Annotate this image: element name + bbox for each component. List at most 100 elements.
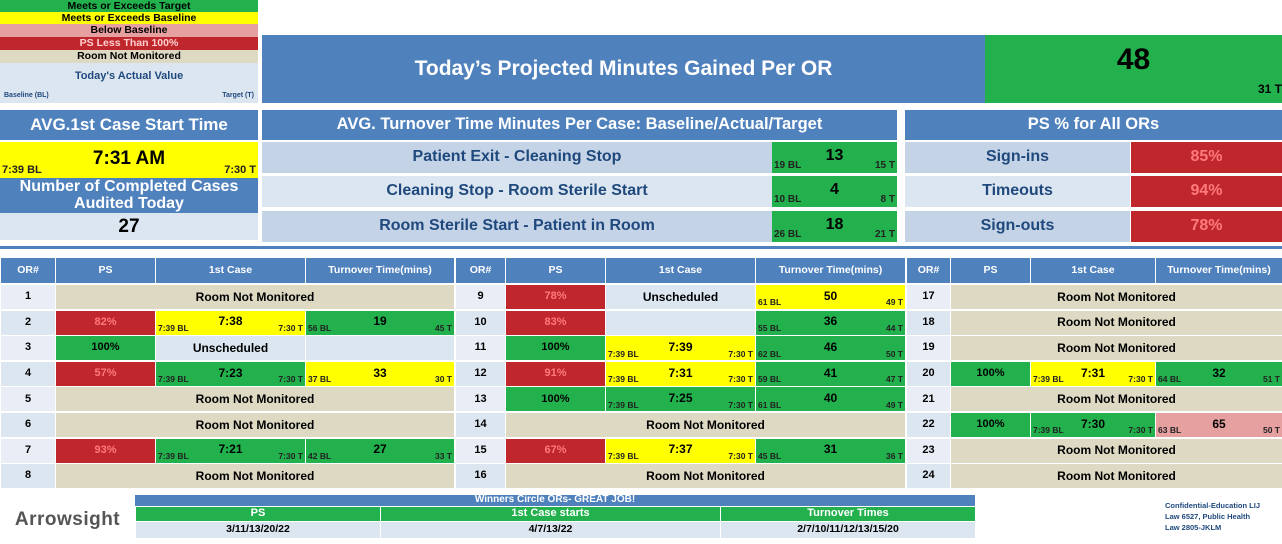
value: 4: [830, 181, 839, 199]
ps-label: Timeouts: [905, 176, 1130, 207]
winners-value: 3/11/13/20/22: [136, 522, 380, 538]
winners-value: 2/7/10/11/12/13/15/20: [721, 522, 975, 538]
banner-target: 31 T: [1257, 81, 1282, 96]
target: 7:30 T: [278, 374, 303, 385]
value: 7:39: [668, 339, 693, 354]
legend-actual-label: Today's Actual Value: [74, 70, 184, 83]
baseline: 19 BL: [774, 160, 802, 171]
ps-label: Sign-outs: [905, 211, 1130, 242]
or-number: 23: [907, 438, 950, 463]
value: 7:30: [1080, 416, 1106, 431]
ps-value: 85%: [1131, 142, 1282, 173]
baseline: 7:39 BL: [608, 451, 639, 461]
room-status: Room Not Monitored: [56, 285, 454, 310]
turnover-cell: 46 62 BL 50 T: [756, 336, 905, 361]
baseline: 55 BL: [758, 323, 782, 333]
baseline: 37 BL: [308, 374, 332, 385]
turnover-value: 4 10 BL 8 T: [772, 176, 897, 207]
legend-item: PS Less Than 100%: [0, 37, 258, 50]
legend-actual: Today's Actual Value Baseline (BL) Target …: [0, 63, 258, 103]
or-number: 13: [456, 387, 505, 412]
value: 13: [825, 147, 844, 165]
or-number: 15: [456, 438, 505, 463]
room-status: Room Not Monitored: [951, 285, 1282, 310]
or-number: 2: [1, 310, 55, 335]
target: 47 T: [885, 374, 903, 385]
or-number: 4: [1, 361, 55, 386]
turnover-cell: 40 61 BL 49 T: [756, 387, 905, 412]
value: 27: [373, 442, 387, 457]
turnover-cell: 33 37 BL 30 T: [306, 361, 454, 386]
or-number: 19: [907, 336, 950, 361]
winners-header: 1st Case starts: [381, 507, 720, 521]
ps-cell: 67%: [506, 438, 605, 463]
target: 7:30 T: [1128, 374, 1153, 385]
turnover-cell: 50 61 BL 49 T: [756, 285, 905, 310]
first-case-cell: Unscheduled: [156, 336, 305, 361]
baseline: 63 BL: [1158, 425, 1182, 436]
panel-title: Number of Completed Cases Audited Today: [0, 178, 258, 213]
banner-value: 48: [1116, 43, 1151, 77]
confidential-note: Law 2805-JKLM: [1165, 522, 1222, 532]
baseline: 26 BL: [774, 229, 802, 240]
table-header: Turnover Time(mins): [756, 258, 905, 283]
turnover-cell: 65 63 BL 50 T: [1156, 413, 1282, 438]
or-number: 5: [1, 387, 55, 412]
first-case-cell: Unscheduled: [606, 285, 755, 310]
separator: [0, 246, 1282, 249]
table-header: Turnover Time(mins): [306, 258, 454, 283]
ps-value: 78%: [1131, 211, 1282, 242]
room-status: Room Not Monitored: [951, 464, 1282, 489]
value: 7:23: [218, 365, 243, 380]
first-case-value: 7:31 AM 7:39 BL 7:30 T: [0, 142, 258, 178]
empty-cell: [306, 336, 454, 361]
value: 33: [373, 365, 387, 380]
ps-cell: 100%: [506, 387, 605, 412]
turnover-value: 13 19 BL 15 T: [772, 142, 897, 173]
baseline: 62 BL: [758, 348, 782, 359]
value: 46: [823, 339, 838, 354]
target: 45 T: [434, 323, 452, 333]
room-status: Room Not Monitored: [951, 387, 1282, 412]
baseline: 45 BL: [758, 451, 782, 461]
ps-cell: 78%: [506, 285, 605, 310]
target: 30 T: [434, 374, 452, 385]
room-status: Room Not Monitored: [56, 413, 454, 438]
room-status: Room Not Monitored: [951, 336, 1282, 361]
empty-cell: [606, 310, 755, 335]
winners-header: Turnover Times: [721, 507, 975, 521]
ps-label: Sign-ins: [905, 142, 1130, 173]
target: 50 T: [1262, 425, 1280, 436]
confidential-note: Confidential-Education LIJ: [1165, 500, 1260, 510]
ps-cell: 82%: [56, 310, 155, 335]
target: 36 T: [885, 451, 903, 461]
panel-title: AVG. Turnover Time Minutes Per Case: Bas…: [262, 110, 897, 140]
ps-cell: 100%: [951, 361, 1030, 386]
or-number: 7: [1, 438, 55, 463]
or-number: 16: [456, 464, 505, 489]
target: 44 T: [885, 323, 903, 333]
legend-item: Meets or Exceeds Baseline: [0, 12, 258, 25]
target: 7:30 T: [728, 399, 753, 410]
baseline: 56 BL: [308, 323, 332, 333]
target: 15 T: [874, 160, 895, 171]
target: 7:30 T: [728, 348, 753, 359]
legend-item: Below Baseline: [0, 24, 258, 37]
ps-cell: 100%: [951, 413, 1030, 438]
logo: Arrowsight: [14, 509, 121, 531]
table-header: OR#: [1, 258, 55, 283]
turnover-label: Cleaning Stop - Room Sterile Start: [262, 176, 772, 207]
table-header: OR#: [456, 258, 505, 283]
table-header: 1st Case: [606, 258, 755, 283]
turnover-cell: 32 64 BL 51 T: [1156, 361, 1282, 386]
or-number: 6: [1, 413, 55, 438]
table-header: PS: [506, 258, 605, 283]
baseline: 7:39 BL: [2, 164, 42, 176]
target: 7:30 T: [224, 164, 256, 176]
value: 32: [1212, 365, 1226, 380]
banner-value-box: 48 31 T: [985, 35, 1282, 103]
legend-item: Meets or Exceeds Target: [0, 0, 258, 13]
value: 7:37: [668, 442, 693, 457]
first-case-cell: 7:31 7:39 BL 7:30 T: [1031, 361, 1155, 386]
